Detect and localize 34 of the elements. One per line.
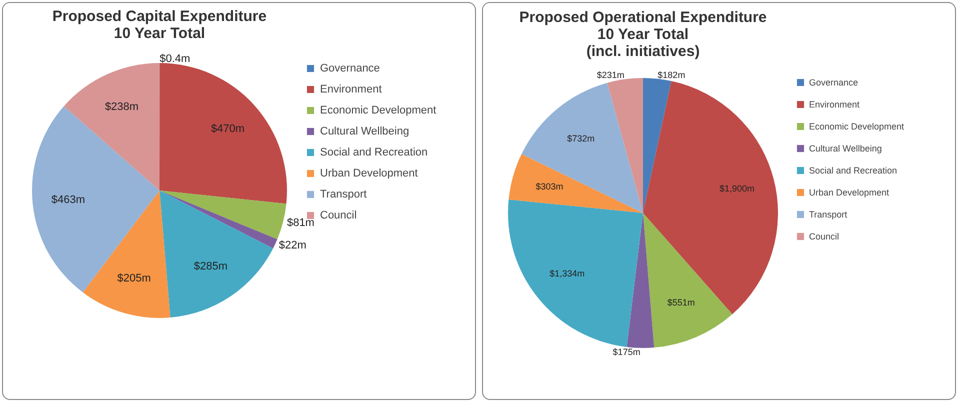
legend-label: Cultural Wellbeing <box>320 126 410 138</box>
chart-title: Proposed Capital Expenditure 10 Year Total <box>52 8 267 42</box>
data-label: $22m <box>278 240 306 252</box>
data-label: $231m <box>596 70 624 80</box>
legend-label: Council <box>320 210 357 222</box>
legend-label: Economic Development <box>809 122 905 132</box>
legend-label: Governance <box>320 62 380 74</box>
data-label: $463m <box>51 194 85 206</box>
data-label: $285m <box>194 260 228 273</box>
legend-label: Urban Development <box>320 168 418 180</box>
chart-title: Proposed Operational Expenditure 10 Year Total (incl. initiatives) <box>519 8 767 60</box>
data-label: $175m <box>612 346 640 357</box>
legend-label: Transport <box>809 210 848 220</box>
legend-label: Economic Development <box>320 104 436 116</box>
data-label: $182m <box>658 70 686 80</box>
legend-label: Governance <box>809 78 858 88</box>
data-label: $205m <box>117 272 151 285</box>
data-label: $551m <box>667 297 695 308</box>
data-label: $0.4m <box>160 53 190 65</box>
data-label: $303m <box>536 182 564 192</box>
data-label: $1,900m <box>720 183 755 194</box>
legend-label: Cultural Wellbeing <box>809 144 882 154</box>
legend-label: Council <box>809 232 840 242</box>
legend-label: Environment <box>320 84 382 96</box>
data-label: $1,334m <box>550 268 585 279</box>
legend-label: Social and Recreation <box>320 146 428 158</box>
legend-label: Transport <box>320 188 367 200</box>
data-label: $470m <box>210 123 245 136</box>
data-label: $732m <box>567 133 595 144</box>
legend-label: Environment <box>809 100 860 110</box>
legend-label: Social and Recreation <box>809 166 898 176</box>
legend-label: Urban Development <box>809 188 890 198</box>
data-label: $81m <box>286 216 314 229</box>
data-label: $238m <box>104 100 139 113</box>
